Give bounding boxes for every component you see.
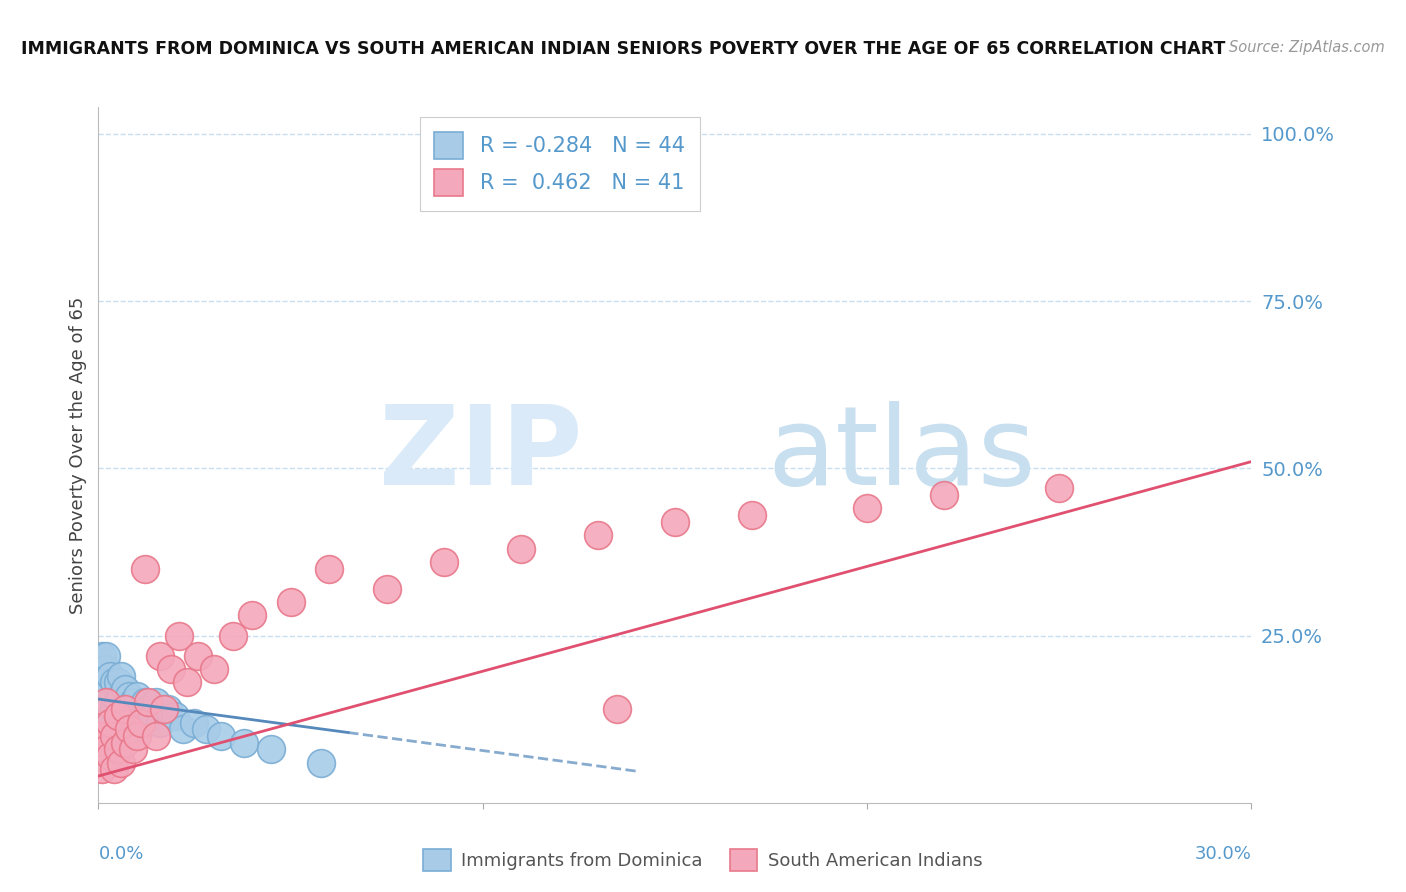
- Point: [118, 723, 141, 737]
- Point: [91, 675, 114, 690]
- Text: 30.0%: 30.0%: [1195, 845, 1251, 863]
- Point: [280, 595, 302, 609]
- Point: [129, 715, 152, 730]
- Point: [183, 715, 205, 730]
- Point: [98, 708, 121, 723]
- Point: [103, 729, 125, 743]
- Legend: Immigrants from Dominica, South American Indians: Immigrants from Dominica, South American…: [416, 842, 990, 879]
- Point: [932, 488, 955, 502]
- Point: [202, 662, 225, 676]
- Point: [152, 702, 174, 716]
- Point: [741, 508, 763, 523]
- Point: [311, 756, 333, 770]
- Point: [107, 696, 129, 710]
- Point: [149, 715, 172, 730]
- Point: [91, 689, 114, 703]
- Legend: R = -0.284   N = 44, R =  0.462   N = 41: R = -0.284 N = 44, R = 0.462 N = 41: [419, 118, 700, 211]
- Point: [129, 708, 152, 723]
- Point: [98, 669, 121, 683]
- Point: [94, 648, 117, 663]
- Point: [94, 696, 117, 710]
- Point: [91, 729, 114, 743]
- Point: [172, 723, 194, 737]
- Point: [118, 708, 141, 723]
- Point: [138, 696, 160, 710]
- Point: [103, 762, 125, 776]
- Text: Source: ZipAtlas.com: Source: ZipAtlas.com: [1229, 40, 1385, 55]
- Point: [156, 702, 179, 716]
- Point: [134, 562, 156, 576]
- Point: [122, 742, 145, 756]
- Text: ZIP: ZIP: [380, 401, 582, 508]
- Point: [134, 696, 156, 710]
- Point: [98, 715, 121, 730]
- Point: [103, 689, 125, 703]
- Point: [114, 702, 136, 716]
- Point: [114, 681, 136, 696]
- Point: [94, 702, 117, 716]
- Point: [107, 708, 129, 723]
- Point: [110, 708, 132, 723]
- Point: [110, 689, 132, 703]
- Point: [125, 702, 148, 716]
- Point: [94, 662, 117, 676]
- Text: IMMIGRANTS FROM DOMINICA VS SOUTH AMERICAN INDIAN SENIORS POVERTY OVER THE AGE O: IMMIGRANTS FROM DOMINICA VS SOUTH AMERIC…: [21, 40, 1226, 58]
- Point: [233, 735, 256, 749]
- Point: [91, 762, 114, 776]
- Point: [240, 608, 263, 623]
- Y-axis label: Seniors Poverty Over the Age of 65: Seniors Poverty Over the Age of 65: [69, 296, 87, 614]
- Point: [103, 675, 125, 690]
- Point: [94, 689, 117, 703]
- Point: [209, 729, 232, 743]
- Point: [125, 729, 148, 743]
- Point: [433, 555, 456, 569]
- Point: [110, 669, 132, 683]
- Point: [160, 662, 183, 676]
- Point: [94, 742, 117, 756]
- Point: [91, 648, 114, 663]
- Point: [145, 696, 167, 710]
- Point: [114, 702, 136, 716]
- Point: [375, 582, 398, 596]
- Point: [606, 702, 628, 716]
- Point: [586, 528, 609, 542]
- Point: [125, 689, 148, 703]
- Point: [260, 742, 283, 756]
- Point: [98, 696, 121, 710]
- Point: [664, 515, 686, 529]
- Point: [318, 562, 340, 576]
- Point: [91, 662, 114, 676]
- Point: [141, 708, 163, 723]
- Point: [176, 675, 198, 690]
- Point: [107, 742, 129, 756]
- Point: [98, 749, 121, 764]
- Point: [856, 501, 879, 516]
- Point: [149, 648, 172, 663]
- Point: [98, 681, 121, 696]
- Point: [114, 735, 136, 749]
- Point: [167, 628, 190, 642]
- Point: [110, 756, 132, 770]
- Text: 0.0%: 0.0%: [98, 845, 143, 863]
- Point: [107, 675, 129, 690]
- Point: [187, 648, 209, 663]
- Point: [1047, 482, 1070, 496]
- Point: [222, 628, 245, 642]
- Point: [165, 708, 187, 723]
- Point: [94, 675, 117, 690]
- Point: [195, 723, 218, 737]
- Point: [118, 689, 141, 703]
- Text: atlas: atlas: [768, 401, 1036, 508]
- Point: [145, 729, 167, 743]
- Point: [510, 541, 533, 556]
- Point: [103, 702, 125, 716]
- Point: [138, 702, 160, 716]
- Point: [122, 696, 145, 710]
- Point: [107, 715, 129, 730]
